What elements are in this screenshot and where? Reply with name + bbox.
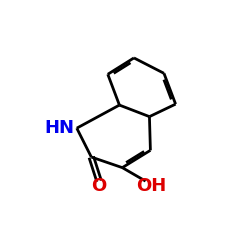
Text: OH: OH (136, 177, 166, 195)
Text: HN: HN (44, 119, 74, 137)
Text: O: O (92, 177, 107, 195)
